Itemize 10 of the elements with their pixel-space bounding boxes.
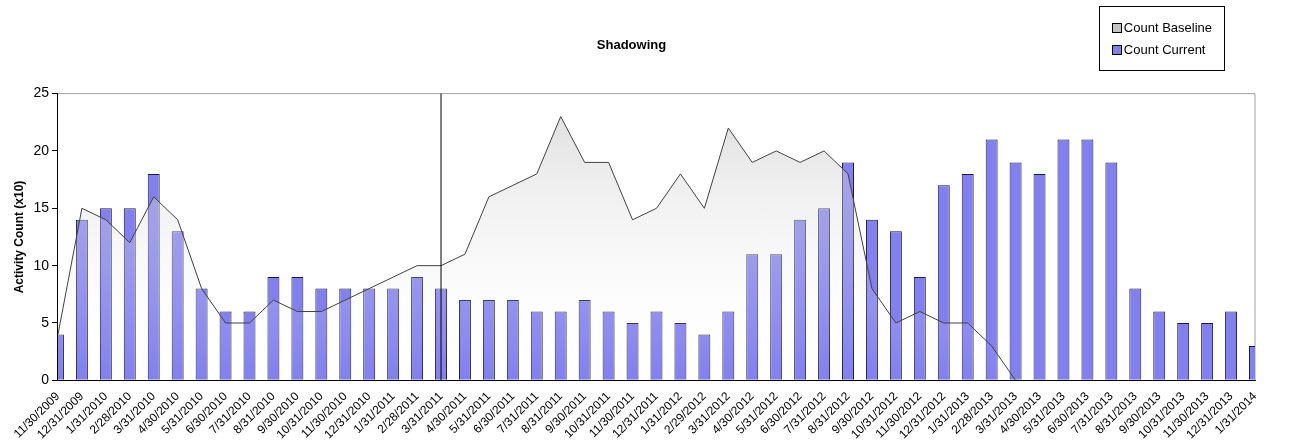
y-tick-label: 0 — [41, 371, 50, 388]
y-tick-label: 10 — [33, 256, 50, 273]
legend-label: Count Current — [1123, 42, 1206, 57]
y-tick-label: 25 — [33, 84, 50, 101]
y-tick-label: 5 — [41, 313, 50, 330]
legend-label: Count Baseline — [1123, 20, 1212, 35]
y-axis-title: Activity Count (x10) — [11, 180, 26, 294]
y-tick-label: 20 — [33, 141, 50, 158]
chart-title: Shadowing — [596, 37, 667, 53]
y-tick-label: 15 — [33, 199, 50, 216]
